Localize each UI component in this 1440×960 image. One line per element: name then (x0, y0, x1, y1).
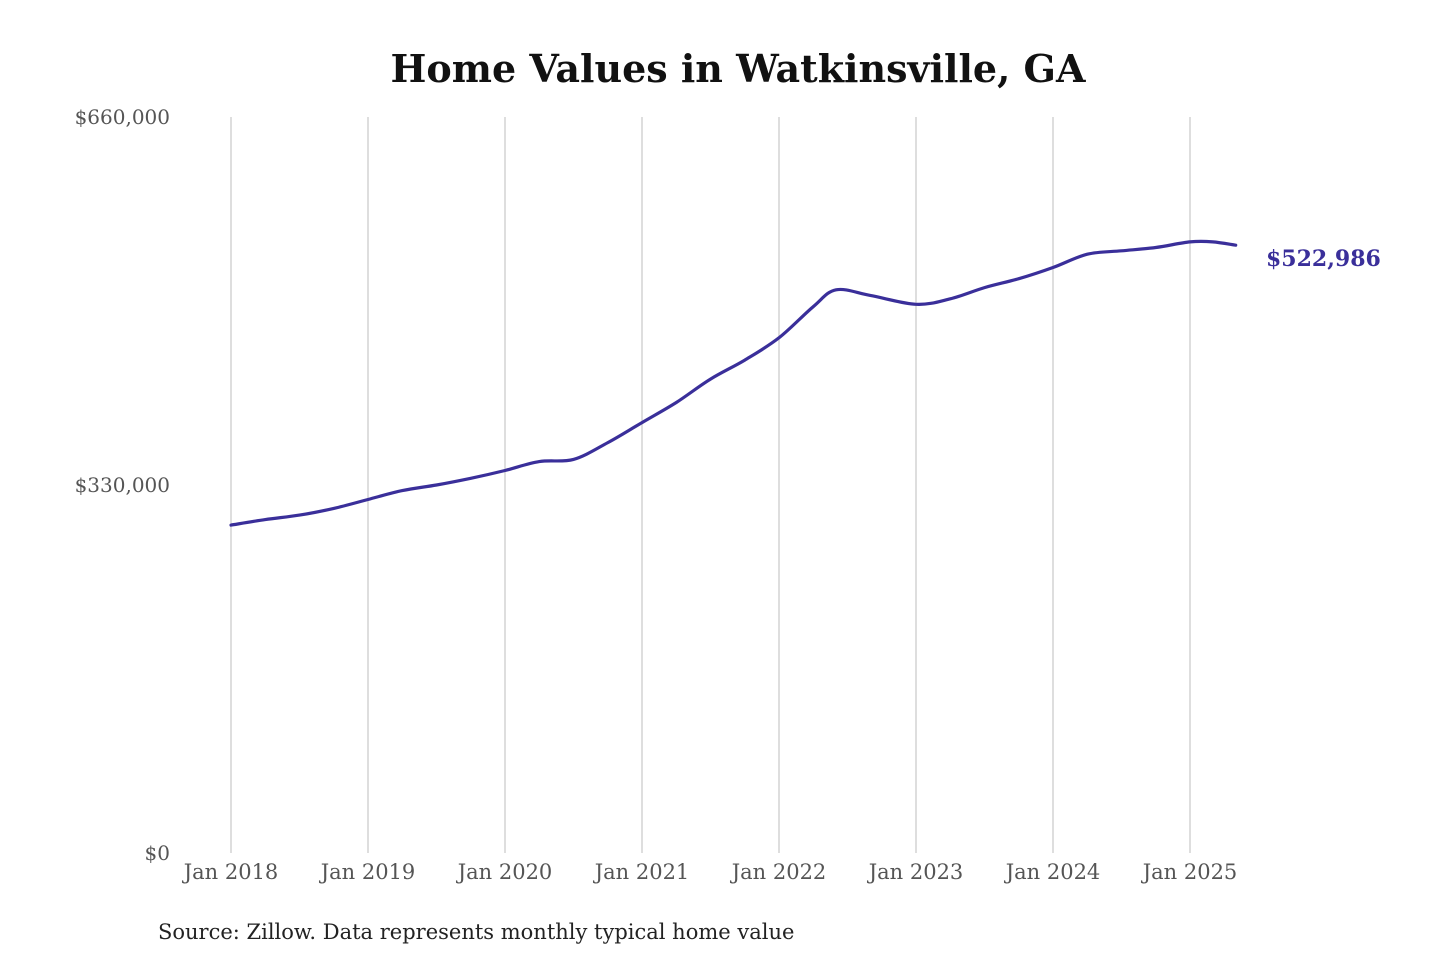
y-tick-label: $0 (145, 841, 170, 865)
x-axis-tick-labels: Jan 2018 Jan 2019 Jan 2020 Jan 2021 Jan 2022… (182, 860, 1238, 884)
latest-value-label: $522,986 (1266, 246, 1381, 272)
gridlines (230, 117, 1191, 853)
x-tick-label: Jan 2018 (182, 860, 279, 884)
x-tick-label: Jan 2023 (867, 860, 964, 884)
y-tick-label: $330,000 (75, 473, 170, 497)
x-tick-label: Jan 2021 (593, 860, 690, 884)
x-tick-label: Jan 2020 (456, 860, 553, 884)
series-layer (229, 239, 1238, 527)
series-line-0 (229, 239, 1238, 527)
y-tick-label: $660,000 (75, 105, 170, 129)
source-note: Source: Zillow. Data represents monthly … (158, 920, 794, 944)
y-axis-tick-labels: $0 $330,000 $660,000 (75, 105, 170, 865)
x-tick-label: Jan 2019 (319, 860, 416, 884)
chart-title: Home Values in Watkinsville, GA (391, 46, 1086, 91)
x-tick-label: Jan 2024 (1004, 860, 1101, 884)
x-tick-label: Jan 2022 (730, 860, 827, 884)
x-tick-label: Jan 2025 (1141, 860, 1238, 884)
